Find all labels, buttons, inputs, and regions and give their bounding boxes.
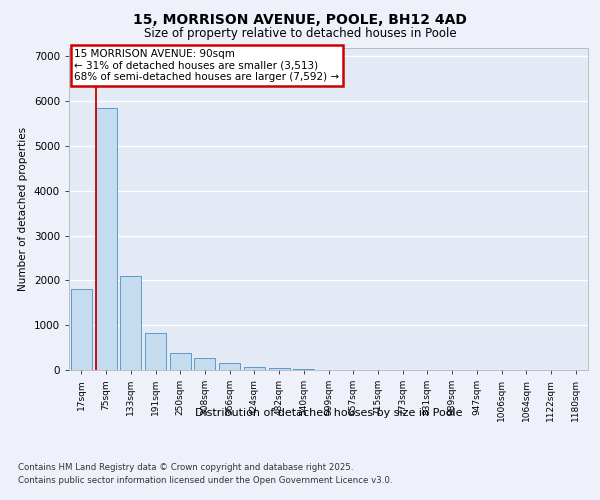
Bar	[170, 354, 191, 370]
Text: Contains public sector information licensed under the Open Government Licence v3: Contains public sector information licen…	[18, 476, 392, 485]
Y-axis label: Number of detached properties: Number of detached properties	[18, 126, 28, 291]
Text: Size of property relative to detached houses in Poole: Size of property relative to detached ho…	[143, 28, 457, 40]
Text: Contains HM Land Registry data © Crown copyright and database right 2025.: Contains HM Land Registry data © Crown c…	[18, 462, 353, 471]
Bar	[145, 334, 166, 370]
Bar	[269, 368, 290, 370]
Text: 15 MORRISON AVENUE: 90sqm
← 31% of detached houses are smaller (3,513)
68% of se: 15 MORRISON AVENUE: 90sqm ← 31% of detac…	[74, 49, 340, 82]
Bar	[219, 364, 240, 370]
Bar	[194, 358, 215, 370]
Text: 15, MORRISON AVENUE, POOLE, BH12 4AD: 15, MORRISON AVENUE, POOLE, BH12 4AD	[133, 12, 467, 26]
Bar	[71, 290, 92, 370]
Bar	[95, 108, 116, 370]
Bar	[120, 276, 141, 370]
Bar	[293, 369, 314, 370]
Text: Distribution of detached houses by size in Poole: Distribution of detached houses by size …	[195, 408, 463, 418]
Bar	[244, 367, 265, 370]
